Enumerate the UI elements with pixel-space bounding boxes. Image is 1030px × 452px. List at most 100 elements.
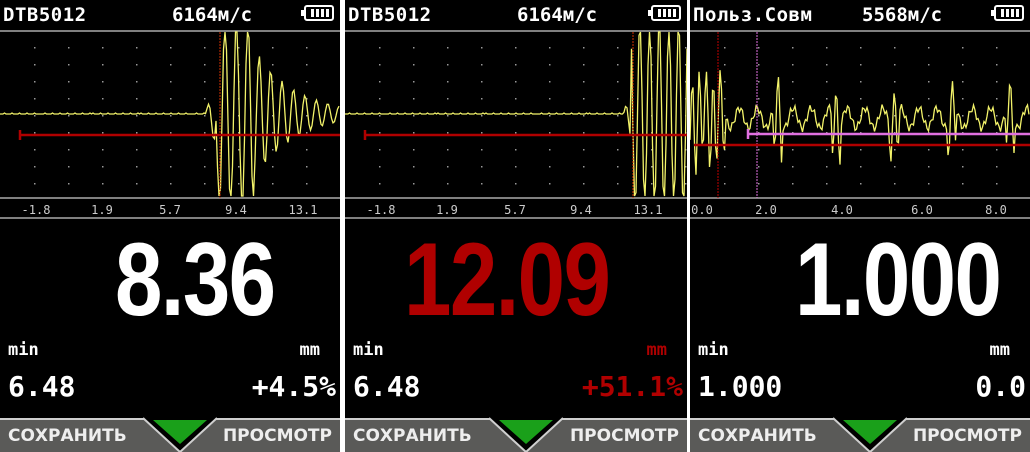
grid-dot [481,47,483,49]
grid-dot [204,47,206,49]
grid-dot [481,64,483,66]
thickness-reading: 1.000 [794,222,1002,338]
grid-dot [651,166,653,168]
deviation-value: +4.5% [251,370,336,403]
grid-dot [617,81,619,83]
grid-dot [928,115,930,117]
grid-dot [204,98,206,100]
grid-dot [34,149,36,151]
axis-tick-label: 8.0 [985,203,1007,217]
grid-dot [447,47,449,49]
grid-dot [894,47,896,49]
save-button[interactable]: СОХРАНИТЬ [353,426,472,446]
grid-dot [379,98,381,100]
axis-tick-label: 6.0 [911,203,933,217]
grid-dot [481,166,483,168]
view-button[interactable]: ПРОСМОТР [222,426,332,446]
grid-dot [413,132,415,134]
grid-dot [204,132,206,134]
grid-dot [238,132,240,134]
grid-dot [481,149,483,151]
grid-dot [515,149,517,151]
grid-dot [447,64,449,66]
grid-dot [549,98,551,100]
grid-dot [583,149,585,151]
grid-dot [447,81,449,83]
grid-dot [136,115,138,117]
grid-dot [860,183,862,185]
grid-dot [306,166,308,168]
grid-dot [102,47,104,49]
grid-dot [826,149,828,151]
thickness-reading: 8.36 [114,222,276,338]
grid-dot [928,64,930,66]
grid-dot [826,166,828,168]
grid-dot [928,47,930,49]
grid-dot [306,115,308,117]
menu-indicator-icon[interactable] [489,416,563,452]
grid-dot [447,98,449,100]
grid-dot [583,132,585,134]
grid-dot [170,98,172,100]
grid-dot [306,98,308,100]
grid-dot [583,64,585,66]
grid-dot [272,115,274,117]
grid-dot [758,98,760,100]
save-button[interactable]: СОХРАНИТЬ [698,426,817,446]
grid-dot [515,132,517,134]
grid-dot [272,47,274,49]
grid-dot [515,64,517,66]
grid-dot [136,183,138,185]
grid-dot [102,149,104,151]
axis-tick-label: 9.4 [225,203,247,217]
a-scan-waveform: -1.8 1.9 5.7 9.4 13.1 [345,30,687,219]
grid-dot [306,64,308,66]
grid-dot [549,132,551,134]
grid-dot [136,149,138,151]
grid-dot [481,132,483,134]
grid-dot [724,166,726,168]
deviation-value: +51.1% [581,370,683,403]
grid-dot [447,149,449,151]
grid-dot [792,81,794,83]
menu-indicator-icon[interactable] [833,416,907,452]
grid-dot [272,149,274,151]
grid-dot [792,47,794,49]
grid-dot [826,64,828,66]
grid-dot [860,47,862,49]
deviation-value: 0.0 [975,370,1026,403]
grid-dot [306,149,308,151]
velocity-readout: 6164м/с [517,4,598,26]
grid-dot [481,81,483,83]
grid-dot [413,98,415,100]
gauge-screen-1: DTB5012 6164м/с -1.8 1.9 5.7 9.4 13.1 8.36 m… [0,0,340,452]
grid-dot [617,166,619,168]
view-button[interactable]: ПРОСМОТР [569,426,679,446]
grid-dot [379,183,381,185]
menu-indicator-icon[interactable] [143,416,217,452]
axis-tick-label: 5.7 [504,203,526,217]
grid-dot [996,115,998,117]
grid-dot [34,64,36,66]
min-label: min [698,340,729,360]
mode-label: Польз.Совм [693,4,813,26]
status-header: DTB5012 6164м/с [345,0,687,30]
grid-dot [826,98,828,100]
grid-dot [617,98,619,100]
grid-dot [413,47,415,49]
grid-dot [379,64,381,66]
grid-dot [894,64,896,66]
grid-dot [758,81,760,83]
view-button[interactable]: ПРОСМОТР [912,426,1022,446]
a-scan-waveform: 0.0 2.0 4.0 6.0 8.0 [690,30,1030,219]
grid-dot [170,132,172,134]
grid-dot [68,166,70,168]
grid-dot [549,166,551,168]
axis-tick-label: 1.9 [91,203,113,217]
grid-dot [204,81,206,83]
grid-dot [962,166,964,168]
grid-dot [102,183,104,185]
save-button[interactable]: СОХРАНИТЬ [8,426,127,446]
grid-dot [792,64,794,66]
grid-dot [549,149,551,151]
